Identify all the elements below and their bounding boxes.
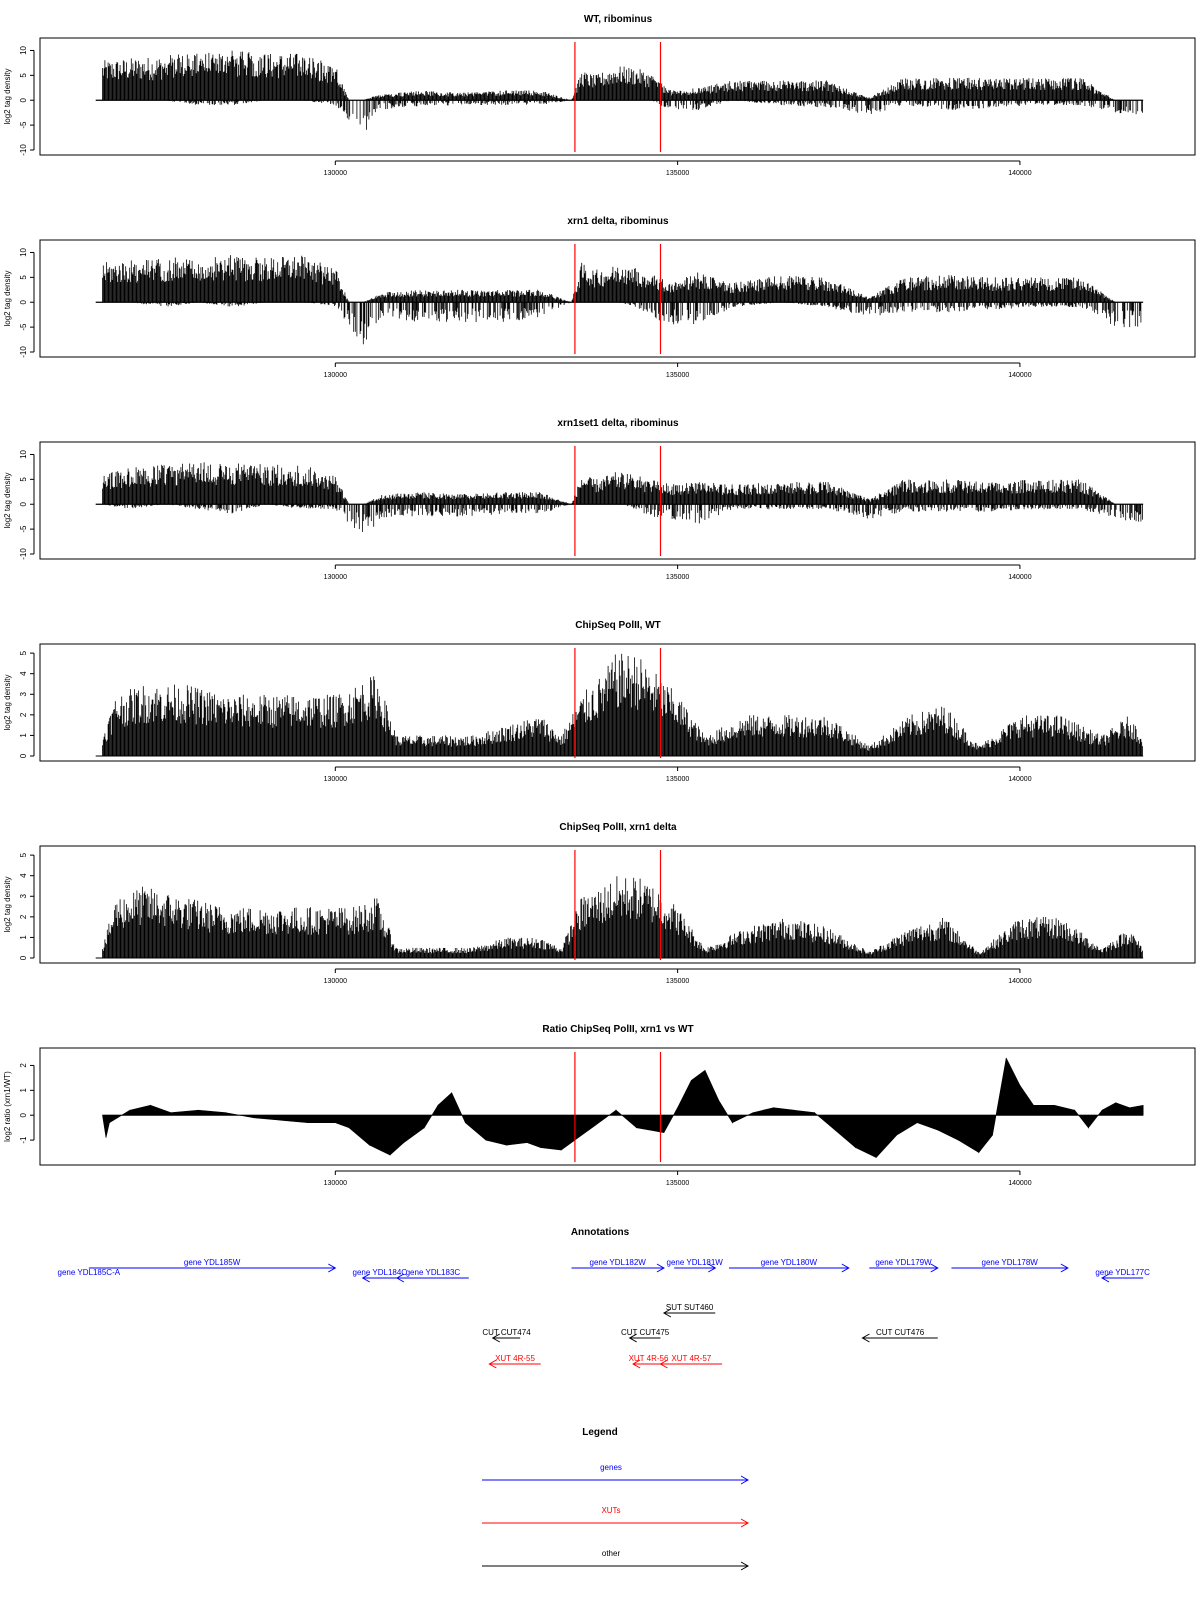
x-tick-label: 135000	[666, 574, 689, 581]
y-tick-label: -5	[19, 121, 28, 129]
x-tick-label: 130000	[324, 372, 347, 379]
x-tick-label: 140000	[1008, 574, 1031, 581]
y-tick-label: 0	[19, 97, 28, 102]
x-tick-label: 140000	[1008, 372, 1031, 379]
plot-frame	[39, 239, 1196, 358]
y-tick-label: -5	[19, 525, 28, 533]
y-tick-label: 10	[19, 247, 28, 256]
x-tick-label: 130000	[324, 170, 347, 177]
y-tick-label: 0	[19, 299, 28, 304]
track-panel-1: WT, ribominus 10 5 0 -5 -10 log2 tag density 13…	[3, 14, 1196, 177]
y-axis-label: log2 tag density	[3, 270, 12, 326]
track-panel-2: xrn1 delta, ribominus 10 5 0 -5 -10 log2 tag d…	[3, 216, 1196, 379]
track-panels: WT, ribominus 10 5 0 -5 -10 log2 tag density 13…	[3, 14, 1196, 1187]
y-axis-label: log2 tag density	[3, 472, 12, 528]
y-tick-label: 10	[19, 45, 28, 54]
y-axis-label: log2 tag density	[3, 68, 12, 124]
y-tick-label: 0	[19, 501, 28, 506]
data-series	[95, 50, 1144, 130]
panel-title: xrn1set1 delta, ribominus	[557, 418, 679, 429]
panel-title: xrn1 delta, ribominus	[567, 216, 669, 227]
plot-frame	[39, 37, 1196, 156]
y-tick-label: -5	[19, 323, 28, 331]
y-tick-label: -10	[19, 144, 28, 156]
y-tick-label: 10	[19, 449, 28, 458]
x-tick-label: 140000	[1008, 170, 1031, 177]
y-tick-label: 5	[19, 73, 28, 78]
x-tick-label: 130000	[324, 574, 347, 581]
data-series	[95, 462, 1144, 532]
y-tick-label: -10	[19, 548, 28, 560]
plot-frame	[39, 441, 1196, 560]
x-tick-label: 135000	[666, 372, 689, 379]
y-tick-label: -10	[19, 346, 28, 358]
x-tick-label: 135000	[666, 170, 689, 177]
track-panel-3: xrn1set1 delta, ribominus 10 5 0 -5 -10 log2 t…	[3, 418, 1196, 581]
panel-title: WT, ribominus	[584, 14, 653, 25]
data-series	[95, 255, 1144, 345]
y-tick-label: 5	[19, 477, 28, 482]
y-tick-label: 5	[19, 275, 28, 280]
